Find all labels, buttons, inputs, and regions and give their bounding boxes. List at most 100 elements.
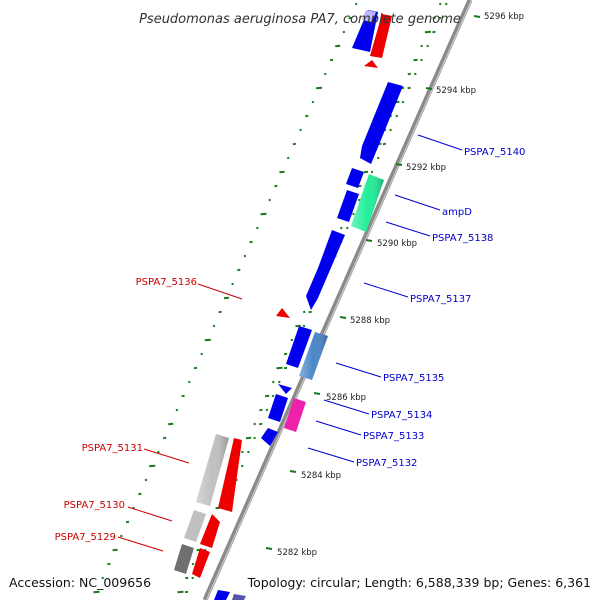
tick-label: 5282 kbp <box>277 548 317 558</box>
gene-label-pspa7-5140[interactable]: PSPA7_5140 <box>464 147 525 158</box>
gene-feature[interactable] <box>370 14 392 58</box>
gene-feature[interactable] <box>200 514 220 548</box>
genome-backbone-highlight <box>205 0 473 600</box>
gc-tick <box>191 576 194 580</box>
gene-label-pspa7-5132[interactable]: PSPA7_5132 <box>356 458 417 469</box>
gc-tick <box>358 184 362 188</box>
gc-tick <box>395 114 399 118</box>
gc-tick <box>329 58 334 62</box>
gc-tick <box>363 170 369 174</box>
tick: 5286 kbp <box>313 392 366 403</box>
gc-tick <box>253 436 256 440</box>
gc-tick <box>259 422 263 426</box>
gc-tick <box>305 114 309 118</box>
gene-pspa7-5130[interactable] <box>184 510 206 542</box>
gene-pspa7-5136[interactable] <box>276 308 290 318</box>
gene-label-pspa7-5130[interactable]: PSPA7_5130 <box>64 500 125 511</box>
gene-label-pspa7-5134[interactable]: PSPA7_5134 <box>371 410 432 421</box>
gc-tick <box>162 436 167 440</box>
tick-label: 5292 kbp <box>406 163 446 173</box>
tick-label: 5284 kbp <box>301 471 341 481</box>
gc-tick <box>253 422 256 426</box>
gc-tick <box>370 170 374 174</box>
tick: 5290 kbp <box>365 239 417 249</box>
gc-tick <box>352 212 355 216</box>
gc-tick <box>382 142 387 146</box>
gc-tick <box>260 212 267 216</box>
gc-tick <box>264 394 270 398</box>
gc-tick <box>335 44 341 48</box>
gc-tick <box>292 142 297 146</box>
gene-pspa7-5134[interactable] <box>278 384 292 394</box>
gene-pspa7-5138[interactable] <box>337 190 359 222</box>
gene-feature[interactable] <box>268 394 288 422</box>
gene-feature[interactable] <box>286 326 312 368</box>
gc-tick <box>268 198 271 202</box>
gc-tick <box>212 324 216 328</box>
gene-feature[interactable] <box>232 594 246 600</box>
tick: 5296 kbp <box>473 12 524 22</box>
gene-label-pspa7-5133[interactable]: PSPA7_5133 <box>363 431 424 442</box>
gene-label-pspa7-5135[interactable]: PSPA7_5135 <box>383 373 444 384</box>
gc-tick <box>101 576 104 580</box>
gc-tick <box>237 268 241 272</box>
gene-pspa7-5132[interactable] <box>261 428 278 446</box>
gc-tick <box>311 100 315 104</box>
gc-tick <box>401 86 405 90</box>
gc-tick <box>401 100 405 104</box>
tick: 5294 kbp <box>425 86 476 96</box>
gc-tick <box>299 128 302 132</box>
gene-feature[interactable] <box>364 60 378 68</box>
gene-label-ampd[interactable]: ampD <box>442 207 472 218</box>
gene-label-pspa7-5138[interactable]: PSPA7_5138 <box>432 233 493 244</box>
gene-label-pspa7-5137[interactable]: PSPA7_5137 <box>410 294 471 305</box>
gc-tick <box>342 30 346 34</box>
gene-pspa7-5129[interactable] <box>174 544 194 574</box>
gc-tick <box>316 86 323 90</box>
gc-tick <box>278 380 281 384</box>
gene-feature[interactable] <box>362 10 376 22</box>
gene-label-pspa7-5131[interactable]: PSPA7_5131 <box>82 443 143 454</box>
gc-tick <box>223 296 230 300</box>
gc-tick <box>354 2 358 6</box>
gene-pspa7-5140[interactable] <box>360 82 403 164</box>
gene-pspa7-5133[interactable] <box>284 398 306 432</box>
gc-tick <box>276 366 283 370</box>
gc-tick <box>295 324 301 328</box>
gc-tick <box>149 464 156 468</box>
gc-tick <box>324 72 327 76</box>
gc-tick <box>193 366 198 370</box>
gene-feature[interactable] <box>192 548 210 578</box>
tick: 5284 kbp <box>289 470 341 481</box>
gc-tick <box>218 310 222 314</box>
gc-tick <box>204 338 211 342</box>
gc-tick <box>340 226 343 230</box>
gc-tick <box>120 534 123 538</box>
gc-tick <box>240 464 244 468</box>
accession-text: Accession: NC_009656 <box>9 575 151 590</box>
gc-tick <box>432 16 436 20</box>
gc-tick <box>424 30 431 34</box>
gc-tick <box>283 352 288 356</box>
gc-tick <box>302 310 306 314</box>
gc-tick <box>272 380 275 384</box>
gc-tick <box>191 562 195 566</box>
tick: 5282 kbp <box>265 547 317 558</box>
gene-pspa7-5137[interactable] <box>306 230 345 310</box>
gc-tick <box>438 2 442 6</box>
gene-feature[interactable] <box>218 438 242 512</box>
gc-tick <box>144 478 148 482</box>
genome-summary-text: Topology: circular; Length: 6,588,339 bp… <box>247 575 591 590</box>
gene-feature[interactable] <box>346 168 364 188</box>
label-leaders <box>117 134 463 552</box>
gc-tick <box>346 226 349 230</box>
tick-label: 5296 kbp <box>484 12 524 22</box>
gc-tick <box>259 408 263 412</box>
gc-tick <box>112 548 118 552</box>
tick-label: 5290 kbp <box>377 239 417 249</box>
gene-label-pspa7-5129[interactable]: PSPA7_5129 <box>55 532 116 543</box>
gene-label-pspa7-5136[interactable]: PSPA7_5136 <box>136 277 197 288</box>
gene-feature[interactable] <box>214 590 230 600</box>
gc-tick <box>414 72 417 76</box>
gc-tick <box>245 436 252 440</box>
